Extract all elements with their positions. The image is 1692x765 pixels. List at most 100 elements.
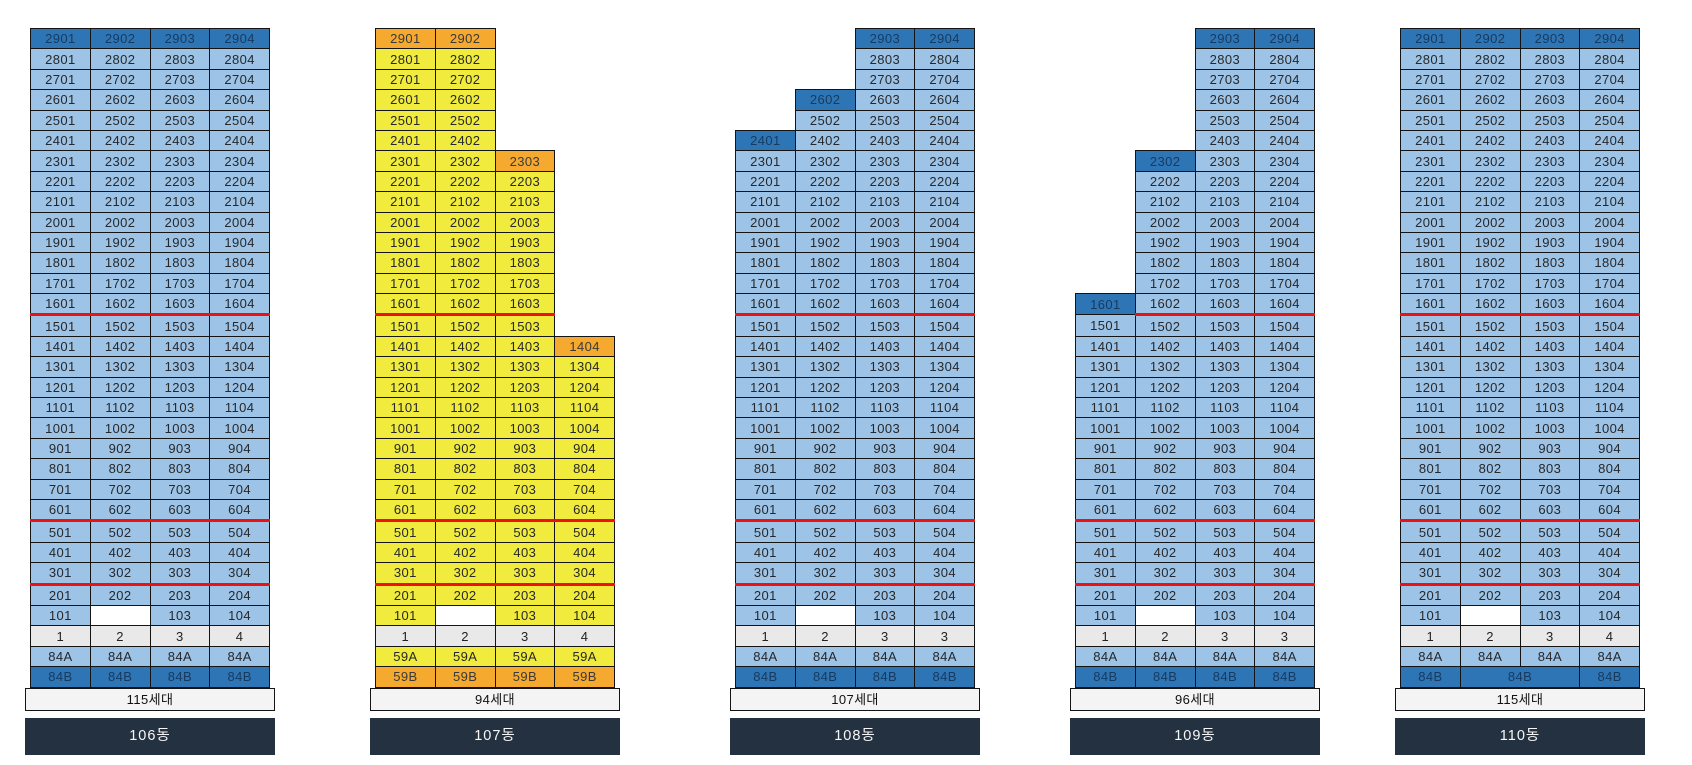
unit-cell-2202[interactable]: 2202 bbox=[89, 170, 151, 193]
unit-cell-101[interactable]: 101 bbox=[30, 604, 91, 627]
unit-cell-601[interactable]: 601 bbox=[1400, 498, 1461, 523]
unit-cell-1003[interactable]: 1003 bbox=[854, 417, 916, 439]
unit-cell-1102[interactable]: 1102 bbox=[794, 397, 856, 419]
unit-cell-501[interactable]: 501 bbox=[1075, 520, 1136, 543]
unit-cell-604[interactable]: 604 bbox=[1579, 498, 1640, 523]
unit-cell-603[interactable]: 603 bbox=[494, 498, 556, 523]
unit-cell-503[interactable]: 503 bbox=[1194, 520, 1256, 543]
unit-cell-1202[interactable]: 1202 bbox=[89, 376, 151, 399]
unit-cell-2604[interactable]: 2604 bbox=[914, 89, 975, 111]
unit-cell-602[interactable]: 602 bbox=[794, 498, 856, 523]
unit-cell-2704[interactable]: 2704 bbox=[1254, 68, 1315, 91]
unit-cell-1803[interactable]: 1803 bbox=[1194, 252, 1256, 274]
unit-cell-204[interactable]: 204 bbox=[209, 583, 270, 606]
unit-cell-2304[interactable]: 2304 bbox=[914, 150, 975, 172]
unit-cell-901[interactable]: 901 bbox=[1400, 437, 1461, 460]
unit-cell-1101[interactable]: 1101 bbox=[375, 397, 436, 419]
unit-cell-1201[interactable]: 1201 bbox=[1400, 376, 1461, 399]
unit-cell-2403[interactable]: 2403 bbox=[1519, 129, 1581, 152]
unit-cell-2603[interactable]: 2603 bbox=[854, 89, 916, 111]
unit-cell-1502[interactable]: 1502 bbox=[1459, 314, 1521, 337]
unit-cell-2101[interactable]: 2101 bbox=[735, 191, 796, 213]
unit-cell-1403[interactable]: 1403 bbox=[1194, 335, 1256, 358]
unit-cell-402[interactable]: 402 bbox=[794, 541, 856, 564]
unit-cell-402[interactable]: 402 bbox=[89, 541, 151, 564]
unit-cell-802[interactable]: 802 bbox=[794, 458, 856, 480]
unit-cell-1202[interactable]: 1202 bbox=[1134, 376, 1196, 399]
unit-cell-1502[interactable]: 1502 bbox=[434, 314, 496, 337]
unit-cell-603[interactable]: 603 bbox=[854, 498, 916, 523]
unit-cell-602[interactable]: 602 bbox=[434, 498, 496, 523]
unit-cell-1302[interactable]: 1302 bbox=[89, 356, 151, 378]
unit-cell-901[interactable]: 901 bbox=[735, 437, 796, 460]
unit-cell-1904[interactable]: 1904 bbox=[1579, 231, 1640, 254]
unit-cell-2302[interactable]: 2302 bbox=[1134, 150, 1196, 172]
unit-cell-2503[interactable]: 2503 bbox=[1519, 109, 1581, 131]
unit-cell-1202[interactable]: 1202 bbox=[434, 376, 496, 399]
unit-cell-2401[interactable]: 2401 bbox=[375, 129, 436, 152]
unit-cell-1001[interactable]: 1001 bbox=[1075, 417, 1136, 439]
unit-cell-2904[interactable]: 2904 bbox=[914, 27, 975, 50]
unit-cell-502[interactable]: 502 bbox=[1134, 520, 1196, 543]
unit-cell-602[interactable]: 602 bbox=[89, 498, 151, 523]
unit-cell-1002[interactable]: 1002 bbox=[794, 417, 856, 439]
unit-cell-1003[interactable]: 1003 bbox=[149, 417, 211, 439]
unit-cell-2203[interactable]: 2203 bbox=[149, 170, 211, 193]
unit-cell-1301[interactable]: 1301 bbox=[30, 356, 91, 378]
unit-cell-2404[interactable]: 2404 bbox=[1254, 129, 1315, 152]
unit-cell-2402[interactable]: 2402 bbox=[794, 129, 856, 152]
unit-cell-1202[interactable]: 1202 bbox=[794, 376, 856, 399]
unit-cell-1103[interactable]: 1103 bbox=[854, 397, 916, 419]
unit-cell-1301[interactable]: 1301 bbox=[735, 356, 796, 378]
unit-cell-1603[interactable]: 1603 bbox=[494, 293, 556, 317]
unit-cell-2602[interactable]: 2602 bbox=[89, 89, 151, 111]
unit-cell-1602[interactable]: 1602 bbox=[1134, 293, 1196, 317]
unit-cell-1704[interactable]: 1704 bbox=[1579, 272, 1640, 295]
unit-cell-403[interactable]: 403 bbox=[149, 541, 211, 564]
unit-cell-1902[interactable]: 1902 bbox=[1134, 231, 1196, 254]
unit-cell-1801[interactable]: 1801 bbox=[30, 252, 91, 274]
unit-cell-1903[interactable]: 1903 bbox=[494, 231, 556, 254]
unit-cell-1604[interactable]: 1604 bbox=[209, 293, 270, 317]
unit-cell-903[interactable]: 903 bbox=[1194, 437, 1256, 460]
unit-cell-201[interactable]: 201 bbox=[1400, 583, 1461, 606]
unit-cell-902[interactable]: 902 bbox=[1134, 437, 1196, 460]
unit-cell-2804[interactable]: 2804 bbox=[1579, 48, 1640, 70]
unit-cell-902[interactable]: 902 bbox=[89, 437, 151, 460]
unit-cell-1201[interactable]: 1201 bbox=[375, 376, 436, 399]
unit-cell-1001[interactable]: 1001 bbox=[30, 417, 91, 439]
unit-cell-403[interactable]: 403 bbox=[1519, 541, 1581, 564]
unit-cell-104[interactable]: 104 bbox=[209, 604, 270, 627]
unit-cell-702[interactable]: 702 bbox=[794, 478, 856, 500]
unit-cell-1304[interactable]: 1304 bbox=[1579, 356, 1640, 378]
unit-cell-1001[interactable]: 1001 bbox=[375, 417, 436, 439]
unit-cell-1501[interactable]: 1501 bbox=[30, 314, 91, 337]
unit-cell-302[interactable]: 302 bbox=[1134, 562, 1196, 586]
unit-cell-902[interactable]: 902 bbox=[1459, 437, 1521, 460]
unit-cell-1701[interactable]: 1701 bbox=[30, 272, 91, 295]
unit-cell-1601[interactable]: 1601 bbox=[1400, 293, 1461, 317]
unit-cell-502[interactable]: 502 bbox=[794, 520, 856, 543]
unit-cell-304[interactable]: 304 bbox=[209, 562, 270, 586]
unit-cell-2703[interactable]: 2703 bbox=[149, 68, 211, 91]
unit-cell-2201[interactable]: 2201 bbox=[735, 170, 796, 193]
unit-cell-104[interactable]: 104 bbox=[914, 604, 975, 627]
unit-cell-1402[interactable]: 1402 bbox=[89, 335, 151, 358]
unit-cell-2401[interactable]: 2401 bbox=[735, 129, 796, 152]
unit-cell-1401[interactable]: 1401 bbox=[1075, 335, 1136, 358]
unit-cell-1104[interactable]: 1104 bbox=[1579, 397, 1640, 419]
unit-cell-301[interactable]: 301 bbox=[30, 562, 91, 586]
unit-cell-703[interactable]: 703 bbox=[1519, 478, 1581, 500]
unit-cell-2502[interactable]: 2502 bbox=[1459, 109, 1521, 131]
unit-cell-302[interactable]: 302 bbox=[794, 562, 856, 586]
unit-cell-1201[interactable]: 1201 bbox=[735, 376, 796, 399]
unit-cell-1602[interactable]: 1602 bbox=[1459, 293, 1521, 317]
unit-cell-2203[interactable]: 2203 bbox=[494, 170, 556, 193]
unit-cell-1804[interactable]: 1804 bbox=[914, 252, 975, 274]
unit-cell-101[interactable]: 101 bbox=[735, 604, 796, 627]
unit-cell-902[interactable]: 902 bbox=[794, 437, 856, 460]
unit-cell-1903[interactable]: 1903 bbox=[1194, 231, 1256, 254]
unit-cell-2204[interactable]: 2204 bbox=[209, 170, 270, 193]
unit-cell-1103[interactable]: 1103 bbox=[149, 397, 211, 419]
unit-cell-1503[interactable]: 1503 bbox=[854, 314, 916, 337]
